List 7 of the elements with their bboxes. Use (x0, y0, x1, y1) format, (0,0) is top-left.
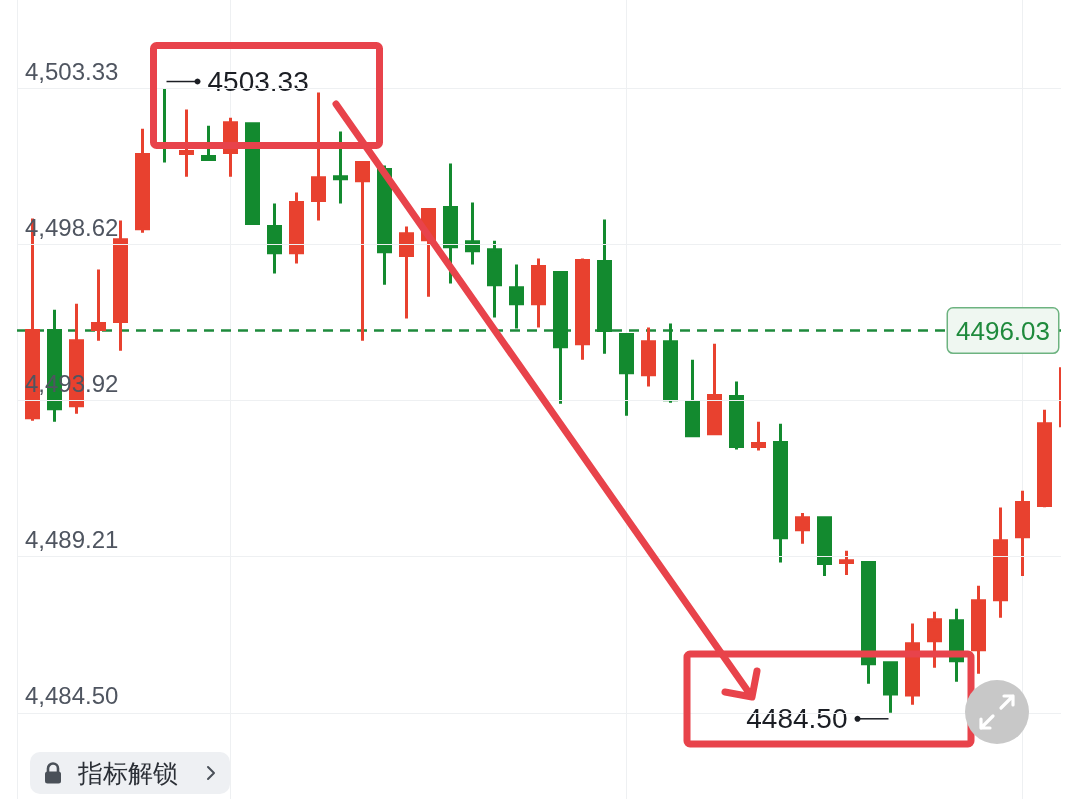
unlock-button[interactable]: 指标解锁 (30, 752, 230, 794)
annotation: 4484.50 (746, 703, 848, 735)
y-tick-label: 4,489.21 (25, 526, 119, 554)
annotation: 指标解锁 (78, 758, 178, 788)
y-tick-label: 4,484.50 (25, 682, 119, 710)
ref-line-label: 4496.03 (956, 315, 1050, 346)
y-tick-label: 4,503.33 (25, 58, 119, 86)
